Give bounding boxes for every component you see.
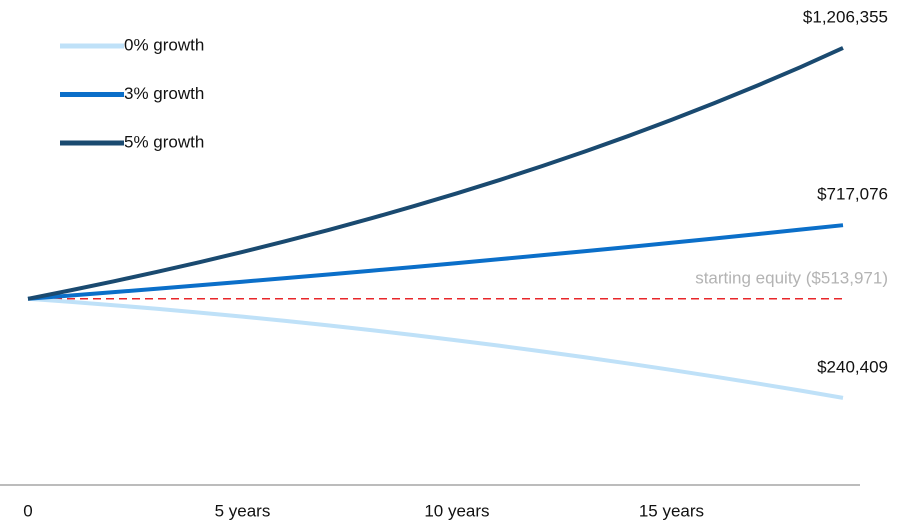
- series-line: [27, 46, 844, 301]
- x-tick-label: 15 years: [639, 501, 704, 520]
- x-tick-label: 5 years: [215, 501, 271, 520]
- reference-label: starting equity ($513,971): [695, 268, 888, 287]
- legend-label: 5% growth: [124, 132, 204, 151]
- x-tick-label: 10 years: [424, 501, 489, 520]
- series-line: [27, 223, 844, 301]
- legend-label: 3% growth: [124, 84, 204, 103]
- x-tick-label: 0: [23, 501, 32, 520]
- data-label: $717,076: [817, 185, 888, 204]
- data-label: $1,206,355: [803, 7, 888, 26]
- series-line: [27, 296, 844, 400]
- data-label: $240,409: [817, 357, 888, 376]
- legend-label: 0% growth: [124, 35, 204, 54]
